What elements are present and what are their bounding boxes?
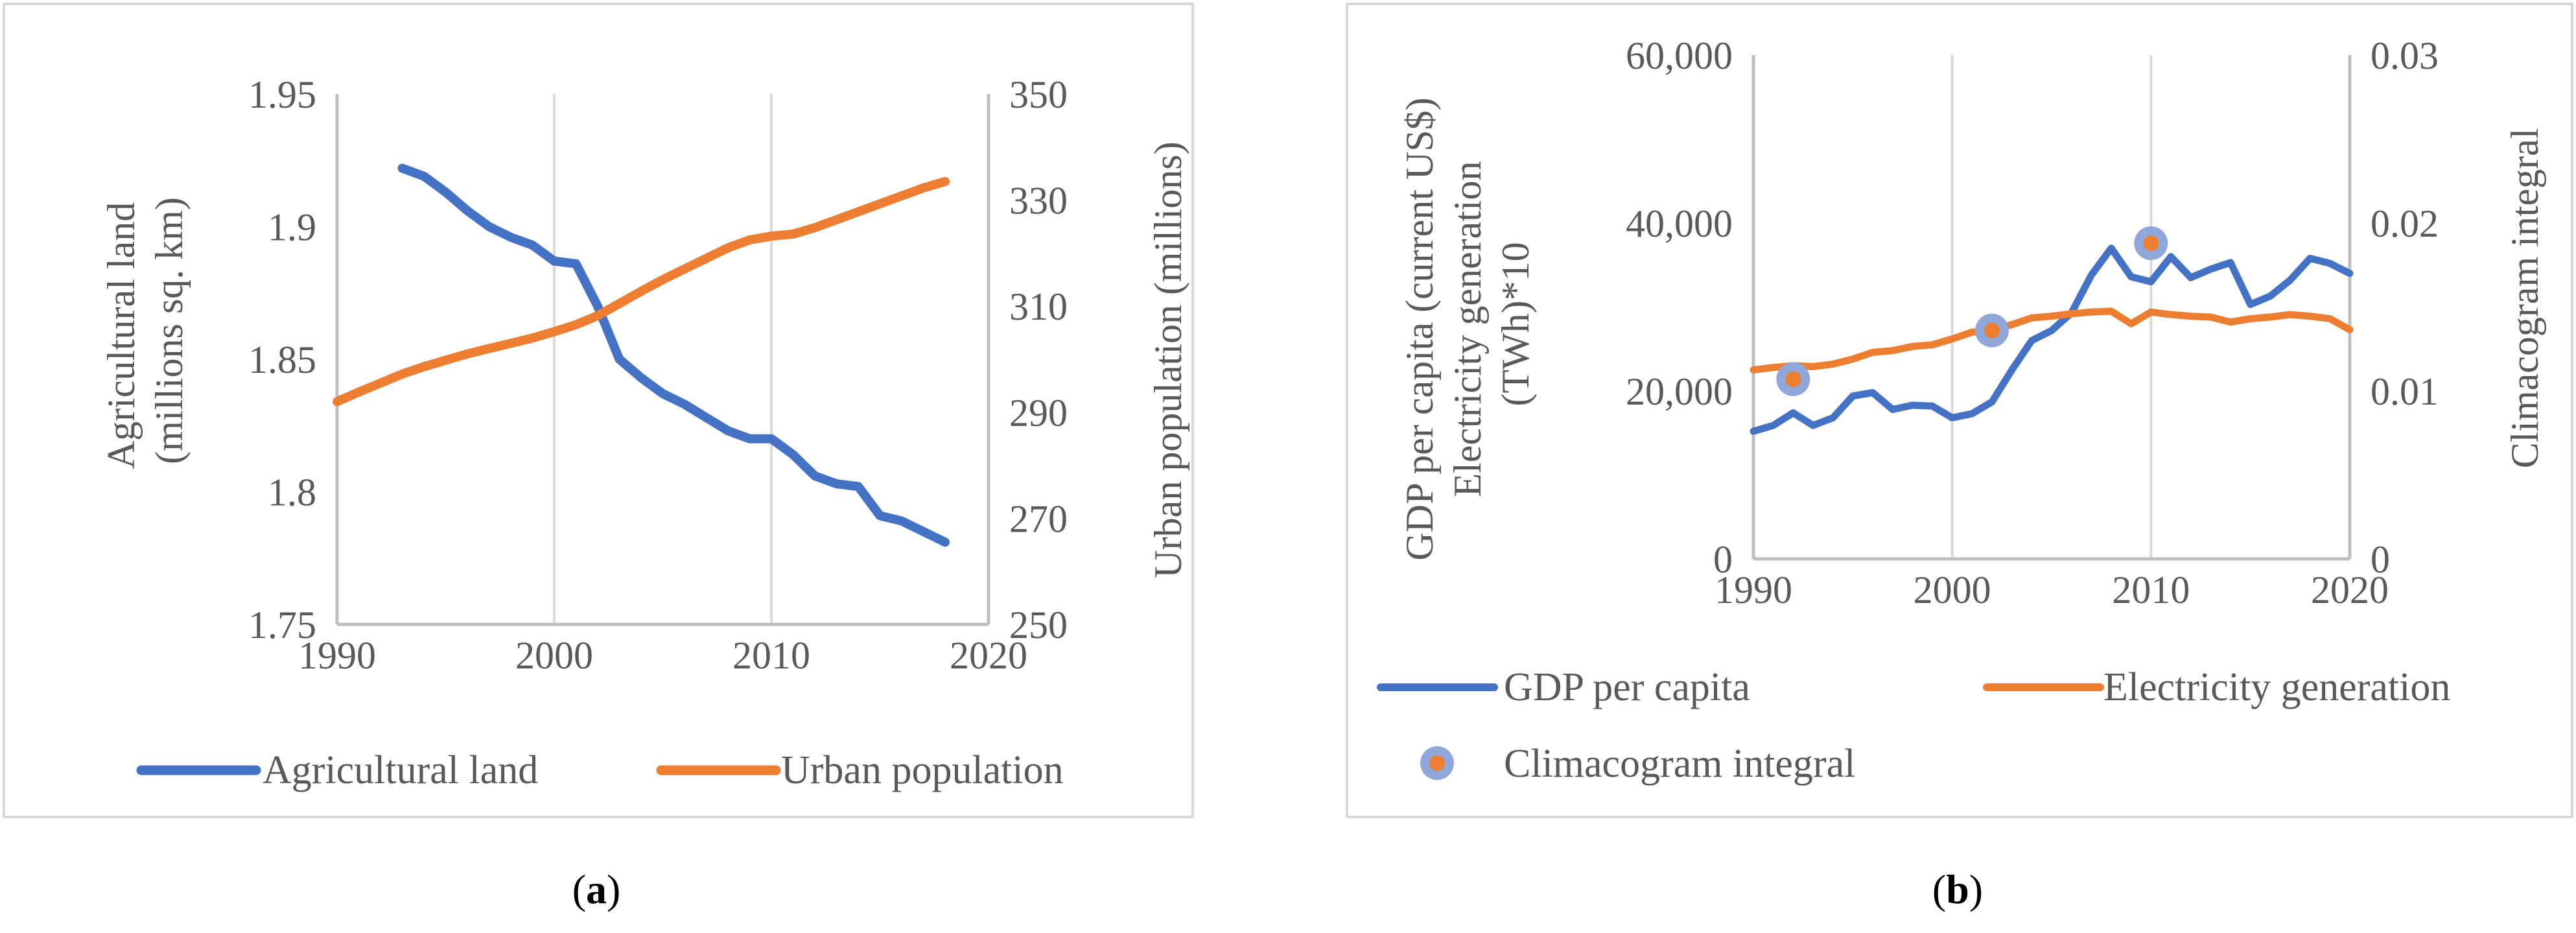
chart-a-x-tick-2000: 2000 [515,634,593,677]
chart-b-series-electricity-generation-line [1750,307,2354,374]
chart-b-series [1750,226,2354,435]
chart-b: 1990 2000 2010 2020 0 20,000 40,000 60,000 0 0.… [1346,3,2573,818]
chart-a-y-axis-title-line-2: (millions sq. km) [148,197,191,464]
chart-a-gridlines [553,94,773,624]
chart-a-x-tick-2010: 2010 [732,634,810,677]
chart-a-x-tick-2020: 2020 [950,634,1027,677]
legend-label-electricity-generation: Electricity generation [2103,665,2450,709]
chart-b-legend: GDP per capita Electricity generation Cl… [1377,665,2450,786]
chart-a-y2-tick-330: 330 [1009,180,1068,222]
chart-a-x-tick-1990: 1990 [298,634,376,677]
chart-b-y-tick-0: 0 [1713,538,1733,581]
chart-b-frame [1346,3,2573,818]
chart-a: 1990 2000 2010 2020 1.751.81.851.91.95 2502… [3,3,1194,818]
chart-b-y2-tick-0-03: 0.03 [2371,34,2439,77]
chart-b-series-climacogram-integral-point-2002 [1984,322,2000,338]
chart-b-series-gdp-per-capita-line [1750,244,2354,435]
chart-a-y2-tick-290: 290 [1009,392,1068,434]
chart-b-x-tick-2010: 2010 [2112,569,2190,611]
chart-b-y2-tick-labels: 0 0.01 0.02 0.03 [2371,34,2439,581]
panel-label-b: (b) [1932,866,1983,912]
chart-b-y-axis-title-line-1: GDP per capita (current US$) [1398,97,1441,560]
chart-a-y-tick-1-9: 1.9 [268,206,316,249]
panel-label-a-close: ) [607,866,620,912]
chart-b-y-tick-20-000: 20,000 [1626,370,1733,413]
chart-b-x-tick-labels: 1990 2000 2010 2020 [1715,569,2389,611]
chart-a-series-agricultural-land-line [397,163,950,547]
chart-a-y-axis-title: Agricultural land (millions sq. km) [100,193,191,469]
legend-label-urban-population: Urban population [781,748,1064,792]
panel-label-b-close: ) [1969,866,1983,912]
chart-b-series-climacogram-integral-point-2010 [2143,235,2159,252]
chart-a-frame [3,3,1194,818]
chart-b-x-tick-1990: 1990 [1715,569,1792,611]
chart-a-series [333,163,950,547]
chart-b-series-climacogram-integral [1776,226,2168,396]
chart-b-y-axis-title-line-2: Electricity generation [1446,161,1489,497]
chart-a-y2-tick-250: 250 [1009,604,1068,646]
chart-a-legend: Agricultural land Urban population [136,748,1064,792]
chart-b-x-tick-2020: 2020 [2311,569,2389,611]
chart-a-y-tick-1-85: 1.85 [248,338,316,381]
chart-a-y2-axis-title: Urban population (millions) [1147,141,1189,578]
chart-a-y-axis-title-line-1: Agricultural land [100,202,143,469]
chart-b-y2-axis-title: Climacogram integral [2503,128,2546,469]
chart-a-y2-tick-310: 310 [1009,285,1068,328]
chart-b-y-tick-labels: 0 20,000 40,000 60,000 [1626,34,1733,581]
legend-label-climacogram-integral: Climacogram integral [1504,742,1855,786]
chart-a-x-tick-labels: 1990 2000 2010 2020 [298,634,1027,677]
legend-label-agricultural-land: Agricultural land [263,748,538,792]
panel-label-a-letter: a [586,866,607,912]
panel-label-a-open: ( [572,866,586,912]
chart-a-y-tick-1-95: 1.95 [248,73,316,116]
chart-b-y-axis-title-line-3: (TWh)*10 [1494,242,1537,406]
chart-b-y2-tick-0: 0 [2371,538,2390,581]
chart-b-y-tick-60-000: 60,000 [1626,34,1733,77]
chart-b-y2-tick-0-02: 0.02 [2371,202,2439,245]
chart-a-y-tick-1-75: 1.75 [248,604,316,646]
chart-b-y2-tick-0-01: 0.01 [2371,370,2439,413]
chart-a-y2-tick-labels: 250 270 290 310 330 350 [1009,73,1068,646]
chart-a-y2-tick-270: 270 [1009,497,1068,540]
chart-b-x-tick-2000: 2000 [1914,569,1991,611]
panel-label-b-open: ( [1932,866,1946,912]
chart-a-y-tick-1-8: 1.8 [268,471,316,514]
chart-a-y-tick-labels: 1.75 1.8 1.85 1.9 1.95 [248,73,316,646]
chart-b-gridlines [1950,55,2153,559]
chart-a-y2-tick-350: 350 [1009,73,1068,116]
legend-marker-climacogram-integral-dot [1429,755,1445,771]
chart-b-y-tick-40-000: 40,000 [1626,202,1733,245]
legend-label-gdp-per-capita: GDP per capita [1504,665,1750,709]
chart-a-series-urban-population-line [333,177,950,407]
panel-label-b-letter: b [1946,866,1969,912]
panel-label-a: (a) [572,866,621,912]
chart-b-series-climacogram-integral-point-1992 [1785,371,1801,387]
chart-b-y-axis-title: GDP per capita (current US$) Electricity… [1398,88,1537,560]
